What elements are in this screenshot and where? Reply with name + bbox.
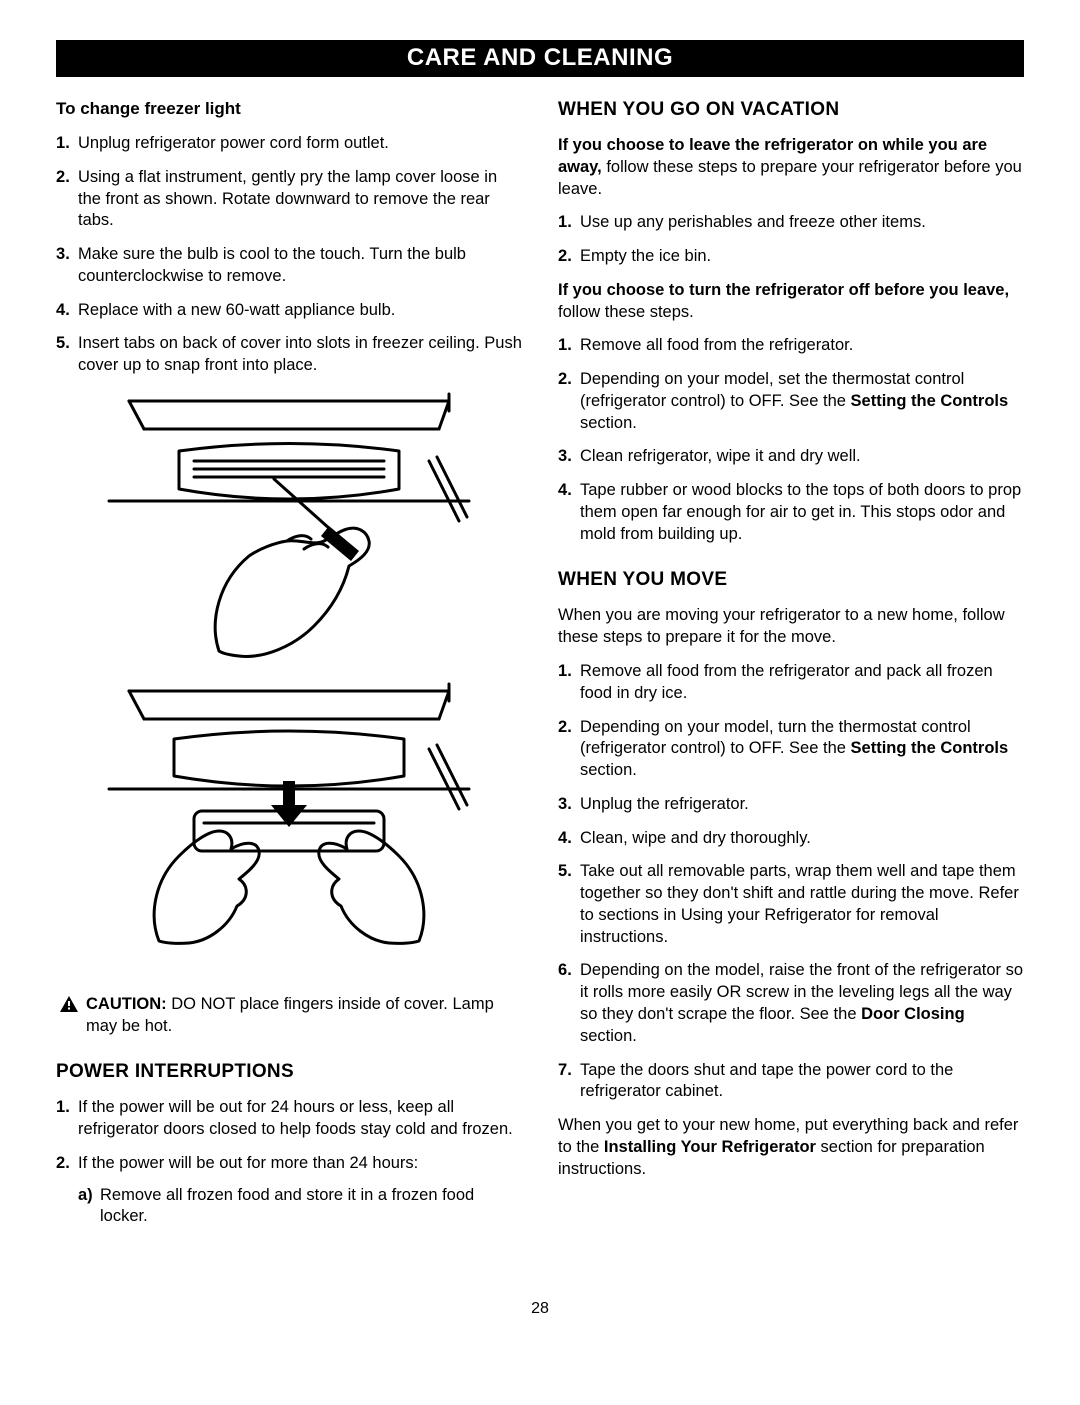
step-item: Tape rubber or wood blocks to the tops o… — [558, 480, 1024, 545]
vacation-intro-rest: follow these steps to prepare your refri… — [558, 158, 1022, 198]
freezer-light-heading: To change freezer light — [56, 99, 522, 119]
step-item: Depending on the model, raise the front … — [558, 960, 1024, 1047]
substep-item: Remove all frozen food and store it in a… — [78, 1185, 522, 1229]
vacation-off-rest: follow these steps. — [558, 303, 694, 321]
vacation-heading: WHEN YOU GO ON VACATION — [558, 99, 1024, 121]
vacation-off-steps: Remove all food from the refrigerator. D… — [558, 335, 1024, 545]
step-item: Using a flat instrument, gently pry the … — [56, 167, 522, 232]
move-outro: When you get to your new home, put every… — [558, 1115, 1024, 1180]
caution-label: CAUTION: — [86, 995, 167, 1013]
step-item: Unplug refrigerator power cord form outl… — [56, 133, 522, 155]
step-item: Unplug the refrigerator. — [558, 794, 1024, 816]
step-item: Depending on your model, set the thermos… — [558, 369, 1024, 434]
lamp-cover-illustration — [99, 391, 479, 971]
right-column: WHEN YOU GO ON VACATION If you choose to… — [558, 99, 1024, 1240]
step-item: Depending on your model, turn the thermo… — [558, 717, 1024, 782]
step-item: Make sure the bulb is cool to the touch.… — [56, 244, 522, 288]
step-item: Take out all removable parts, wrap them … — [558, 861, 1024, 948]
move-steps: Remove all food from the refrigerator an… — [558, 661, 1024, 1103]
warning-icon — [60, 996, 78, 1038]
vacation-on-steps: Use up any perishables and freeze other … — [558, 212, 1024, 268]
step-item: Insert tabs on back of cover into slots … — [56, 333, 522, 377]
power-substeps: Remove all frozen food and store it in a… — [78, 1185, 522, 1229]
power-steps: If the power will be out for 24 hours or… — [56, 1097, 522, 1228]
step-bold: Setting the Controls — [851, 739, 1009, 757]
caution-text: CAUTION: DO NOT place fingers inside of … — [86, 994, 522, 1038]
page-number: 28 — [56, 1300, 1024, 1318]
freezer-light-steps: Unplug refrigerator power cord form outl… — [56, 133, 522, 377]
power-interruptions-heading: POWER INTERRUPTIONS — [56, 1061, 522, 1083]
step-text: section. — [580, 761, 637, 779]
move-intro: When you are moving your refrigerator to… — [558, 605, 1024, 649]
step-text: section. — [580, 414, 637, 432]
vacation-off-intro: If you choose to turn the refrigerator o… — [558, 280, 1024, 324]
vacation-intro: If you choose to leave the refrigerator … — [558, 135, 1024, 200]
step-item: Clean refrigerator, wipe it and dry well… — [558, 446, 1024, 468]
move-heading: WHEN YOU MOVE — [558, 569, 1024, 591]
step-item: If the power will be out for more than 2… — [56, 1153, 522, 1228]
step-bold: Setting the Controls — [851, 392, 1009, 410]
caution-note: CAUTION: DO NOT place fingers inside of … — [56, 994, 522, 1038]
step-item: If the power will be out for 24 hours or… — [56, 1097, 522, 1141]
step-text: section. — [580, 1027, 637, 1045]
step-item: Clean, wipe and dry thoroughly. — [558, 828, 1024, 850]
step-item: Remove all food from the refrigerator an… — [558, 661, 1024, 705]
two-column-layout: To change freezer light Unplug refrigera… — [56, 99, 1024, 1240]
step-text: If the power will be out for more than 2… — [78, 1154, 418, 1172]
step-item: Replace with a new 60-watt appliance bul… — [56, 300, 522, 322]
step-item: Remove all food from the refrigerator. — [558, 335, 1024, 357]
section-banner: CARE AND CLEANING — [56, 40, 1024, 77]
freezer-light-figure — [99, 391, 479, 976]
outro-bold: Installing Your Refrigerator — [604, 1138, 816, 1156]
step-bold: Door Closing — [861, 1005, 965, 1023]
vacation-off-bold: If you choose to turn the refrigerator o… — [558, 281, 1009, 299]
step-item: Empty the ice bin. — [558, 246, 1024, 268]
step-item: Tape the doors shut and tape the power c… — [558, 1060, 1024, 1104]
step-item: Use up any perishables and freeze other … — [558, 212, 1024, 234]
left-column: To change freezer light Unplug refrigera… — [56, 99, 522, 1240]
